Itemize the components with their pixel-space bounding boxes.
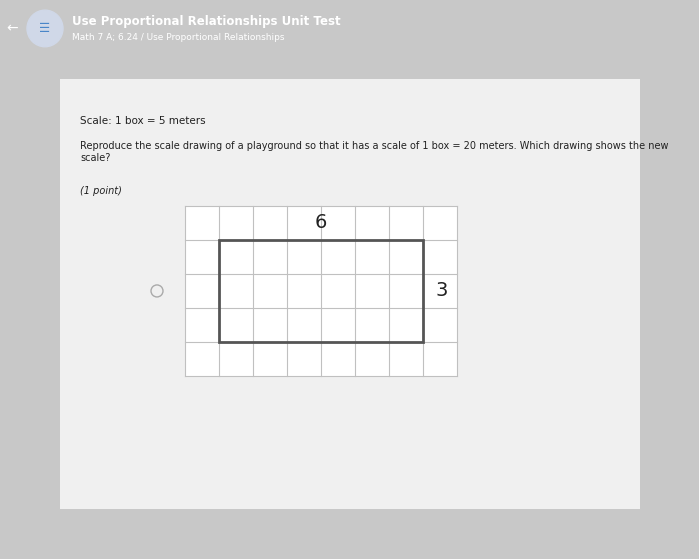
Text: 6: 6	[315, 214, 327, 233]
Circle shape	[27, 10, 63, 47]
Text: Reproduce the scale drawing of a playground so that it has a scale of 1 box = 20: Reproduce the scale drawing of a playgro…	[80, 141, 668, 163]
Bar	[185, 206, 457, 376]
Text: ☰: ☰	[39, 22, 50, 35]
Bar	[219, 240, 423, 342]
Text: Use Proportional Relationships Unit Test: Use Proportional Relationships Unit Test	[72, 15, 340, 28]
Text: 3: 3	[435, 281, 448, 300]
Text: Math 7 A; 6.24 / Use Proportional Relationships: Math 7 A; 6.24 / Use Proportional Relati…	[72, 33, 284, 42]
Text: ←: ←	[6, 21, 17, 35]
Text: (1 point): (1 point)	[80, 186, 122, 196]
Bar	[60, 79, 640, 509]
Text: Scale: 1 box = 5 meters: Scale: 1 box = 5 meters	[80, 116, 206, 126]
